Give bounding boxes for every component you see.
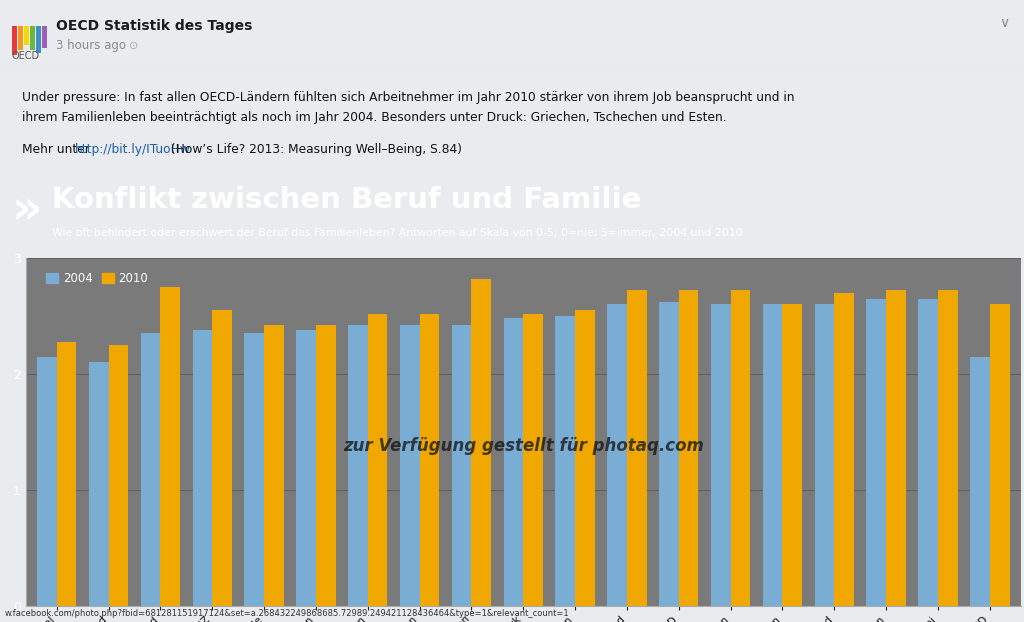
Text: Under pressure: In fast allen OECD-Ländern fühlten sich Arbeitnehmer im Jahr 201: Under pressure: In fast allen OECD-Lände… — [23, 91, 795, 103]
Bar — [627, 290, 646, 606]
Bar — [12, 26, 17, 55]
Text: ⊙: ⊙ — [129, 41, 138, 51]
Bar — [30, 26, 35, 50]
Bar — [782, 304, 802, 606]
Bar — [42, 26, 47, 49]
Text: 3 hours ago: 3 hours ago — [56, 40, 126, 52]
Bar — [866, 299, 886, 606]
Text: ∨: ∨ — [998, 16, 1009, 30]
Bar — [193, 330, 212, 606]
Bar — [452, 325, 471, 606]
Bar — [368, 313, 387, 606]
Text: http://bit.ly/ITuoHw: http://bit.ly/ITuoHw — [75, 143, 190, 156]
Text: Mehr unter: Mehr unter — [23, 143, 94, 156]
Text: OECD: OECD — [12, 51, 40, 61]
Bar — [36, 26, 41, 53]
Bar — [659, 302, 679, 606]
Bar — [56, 341, 77, 606]
Bar — [970, 356, 990, 606]
Text: (How’s Life? 2013: Measuring Well–Being, S.84): (How’s Life? 2013: Measuring Well–Being,… — [167, 143, 462, 156]
Bar — [763, 304, 782, 606]
Bar — [37, 356, 56, 606]
Bar — [835, 293, 854, 606]
Bar — [938, 290, 957, 606]
Text: zur Verfügung gestellt für photaq.com: zur Verfügung gestellt für photaq.com — [343, 437, 703, 455]
Bar — [315, 325, 336, 606]
Bar — [89, 363, 109, 606]
Bar — [555, 316, 575, 606]
Bar — [730, 290, 751, 606]
Text: Konflikt zwischen Beruf und Familie: Konflikt zwischen Beruf und Familie — [52, 186, 641, 214]
Bar — [990, 304, 1010, 606]
Bar — [245, 333, 264, 606]
Bar — [420, 313, 439, 606]
Bar — [140, 333, 161, 606]
Bar — [575, 310, 595, 606]
Bar — [18, 26, 23, 50]
Bar — [109, 345, 128, 606]
Bar — [161, 287, 180, 606]
Bar — [296, 330, 315, 606]
Text: Wie oft behindert oder erschwert der Beruf das Familienleben? Antworten auf Skal: Wie oft behindert oder erschwert der Ber… — [52, 228, 742, 238]
Bar — [24, 26, 29, 45]
Text: OECD Statistik des Tages: OECD Statistik des Tages — [56, 19, 252, 33]
Text: w.facebook.com/photo.php?fbid=681281151917124&set=a.268432249868685.72989.249421: w.facebook.com/photo.php?fbid=6812811519… — [5, 610, 569, 618]
Bar — [607, 304, 627, 606]
Bar — [471, 279, 492, 606]
Bar — [264, 325, 284, 606]
Bar — [400, 325, 420, 606]
Bar — [523, 313, 543, 606]
Bar — [815, 304, 835, 606]
Text: ihrem Familienleben beeinträchtigt als noch im Jahr 2004. Besonders unter Druck:: ihrem Familienleben beeinträchtigt als n… — [23, 111, 727, 124]
Bar — [504, 318, 523, 606]
Bar — [348, 325, 368, 606]
Bar — [212, 310, 231, 606]
Legend: 2004, 2010: 2004, 2010 — [41, 267, 153, 290]
Bar — [679, 290, 698, 606]
Bar — [711, 304, 731, 606]
Text: »: » — [12, 188, 43, 233]
Bar — [919, 299, 938, 606]
Bar — [886, 290, 906, 606]
